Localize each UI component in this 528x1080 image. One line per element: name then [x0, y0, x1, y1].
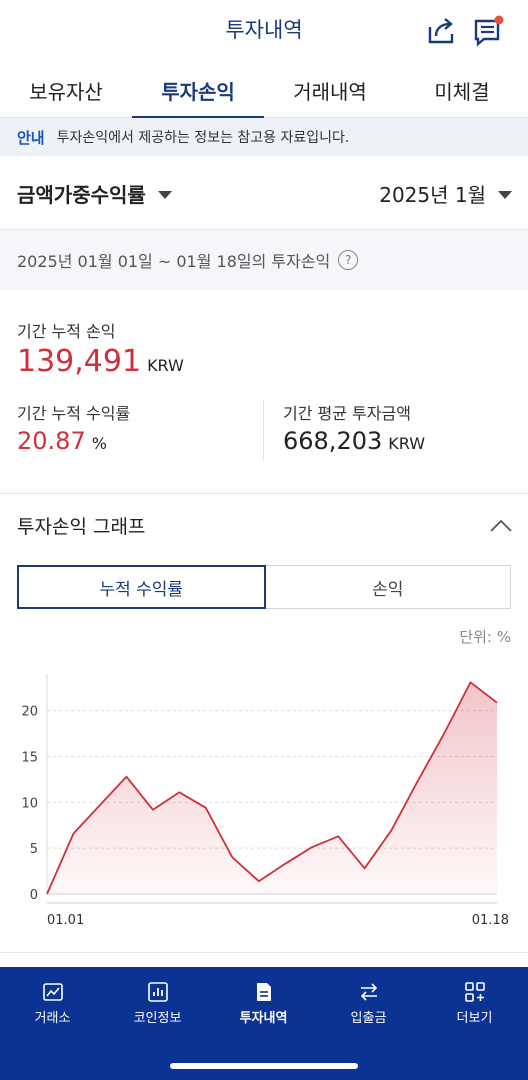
cum-profit-value-row: 139,491 KRW	[17, 344, 184, 379]
summary-divider	[263, 400, 264, 460]
y-tick-label: 15	[21, 751, 38, 766]
share-icon[interactable]	[424, 14, 458, 48]
active-tab-indicator	[132, 116, 264, 119]
return-area-chart: 0 5 10 15 20 01.01 01.18	[21, 674, 509, 928]
chart-unit-note: 단위: %	[459, 628, 511, 646]
nav-coin-info[interactable]: 코인정보	[105, 981, 210, 1026]
cum-return-label: 기간 누적 수익률	[17, 404, 131, 423]
avg-invest-unit: KRW	[388, 434, 426, 453]
nav-label-exchange: 거래소	[34, 1011, 71, 1026]
summary-section: 기간 누적 손익 139,491 KRW 기간 누적 수익률 20.87% 기간 …	[0, 290, 528, 494]
cum-profit-value: 139,491	[17, 344, 142, 379]
toggle-cum-return[interactable]: 누적 수익률	[17, 565, 266, 609]
notice-bar: 안내 투자손익에서 제공하는 정보는 참고용 자료입니다.	[0, 118, 528, 156]
cum-profit-unit: KRW	[147, 356, 184, 375]
toggle-profit[interactable]: 손익	[265, 565, 511, 609]
y-tick-label: 5	[30, 842, 38, 857]
tab-open-orders[interactable]: 미체결	[434, 79, 490, 104]
nav-label-more: 더보기	[456, 1011, 493, 1026]
caret-down-icon	[157, 190, 172, 199]
cum-return-value-row: 20.87%	[17, 427, 107, 455]
nav-label-coin-info: 코인정보	[133, 1011, 182, 1026]
cum-return-value: 20.87	[17, 427, 86, 455]
top-header: 투자내역	[0, 0, 528, 62]
tab-holdings[interactable]: 보유자산	[29, 79, 103, 104]
month-dropdown[interactable]: 2025년 1월	[379, 179, 512, 208]
y-tick-label: 20	[21, 705, 38, 720]
graph-toggle: 누적 수익률 손익	[17, 565, 511, 609]
bottom-nav: 거래소 코인정보 투자내역 입출금 더보기	[0, 967, 528, 1080]
x-tick-label-end: 01.18	[472, 913, 509, 928]
notice-text: 투자손익에서 제공하는 정보는 참고용 자료입니다.	[56, 130, 350, 146]
return-method-dropdown[interactable]: 금액가중수익률	[17, 179, 172, 208]
month-label: 2025년 1월	[379, 183, 486, 207]
home-indicator	[170, 1063, 358, 1069]
notice-icon[interactable]	[472, 14, 506, 48]
nav-label-deposit-withdraw: 입출금	[350, 1011, 387, 1026]
document-icon	[256, 983, 271, 1001]
cum-return-unit: %	[91, 434, 107, 453]
avg-invest-value: 668,203	[283, 427, 383, 455]
x-tick-label-start: 01.01	[47, 913, 84, 928]
tab-investment-pnl[interactable]: 투자손익	[161, 79, 235, 104]
nav-investment[interactable]: 투자내역	[211, 981, 316, 1026]
nav-more[interactable]: 더보기	[422, 981, 527, 1026]
transfer-arrows-icon	[360, 983, 377, 1001]
y-tick-label: 10	[21, 796, 38, 811]
tab-bar: 보유자산 투자손익 거래내역 미체결	[0, 62, 528, 119]
exchange-chart-icon	[42, 983, 63, 1001]
return-method-label: 금액가중수익률	[17, 183, 146, 207]
tab-trade-history[interactable]: 거래내역	[293, 79, 367, 104]
graph-title: 투자손익 그래프	[17, 516, 146, 538]
notice-tag: 안내	[17, 128, 45, 147]
period-bar: 2025년 01월 01일 ~ 01월 18일의 투자손익 ?	[0, 230, 528, 290]
filter-row: 금액가중수익률 2025년 1월	[0, 156, 528, 230]
section-divider	[0, 952, 528, 953]
nav-label-investment: 투자내역	[239, 1011, 288, 1026]
y-tick-label: 0	[30, 888, 38, 903]
return-series-line	[46, 681, 498, 895]
period-text: 2025년 01월 01일 ~ 01월 18일의 투자손익	[17, 252, 331, 271]
avg-invest-value-row: 668,203 KRW	[283, 427, 425, 455]
cum-profit-label: 기간 누적 손익	[17, 322, 116, 341]
page-title: 투자내역	[225, 18, 303, 42]
nav-exchange[interactable]: 거래소	[0, 981, 105, 1026]
chevron-up-icon[interactable]	[488, 516, 514, 534]
caret-down-icon	[498, 190, 512, 199]
bar-chart-icon	[147, 982, 168, 1002]
nav-deposit-withdraw[interactable]: 입출금	[316, 981, 421, 1026]
help-icon[interactable]: ?	[338, 250, 359, 270]
grid-plus-icon	[464, 982, 485, 1002]
avg-invest-label: 기간 평균 투자금액	[283, 404, 411, 423]
